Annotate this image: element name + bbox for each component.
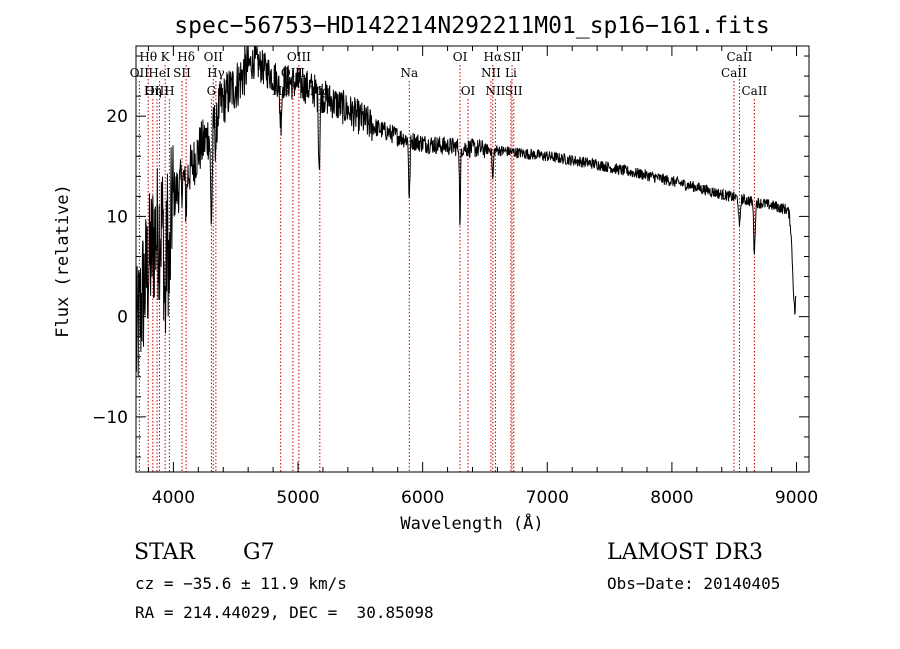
x-tick-label: 9000	[775, 488, 818, 508]
line-marker-label: NII	[481, 66, 501, 80]
x-tick-label: 7000	[526, 488, 569, 508]
x-tick-label: 4000	[152, 488, 195, 508]
line-marker-label: K	[161, 50, 171, 64]
chart-title: spec−56753−HD142214N292211M01_sp16−161.f…	[174, 13, 769, 39]
line-marker-label: SII	[503, 50, 521, 64]
x-tick-label: 8000	[650, 488, 693, 508]
survey-name: LAMOST DR3	[607, 540, 763, 565]
line-marker-label: Hγ	[207, 66, 225, 80]
axes: 4000 5000 6000 7000 8000 9000 −10 0 10 20	[92, 46, 818, 508]
line-marker-label: OIII	[287, 50, 311, 64]
object-class: STAR	[134, 540, 195, 565]
line-marker-label: Na	[400, 66, 418, 80]
line-marker-label: CaII	[741, 84, 767, 98]
obs-date: Obs−Date: 20140405	[607, 574, 781, 593]
line-markers	[138, 65, 755, 472]
line-marker-label: G	[207, 84, 217, 98]
line-marker-label: CaII	[727, 50, 753, 64]
object-subclass: G7	[243, 540, 275, 565]
redshift-info: cz = −35.6 ± 11.9 km/s	[135, 574, 347, 593]
line-marker-label: OII	[204, 50, 224, 64]
line-marker-label: NII	[485, 84, 505, 98]
line-marker-label: OII	[130, 66, 150, 80]
line-marker-label: CaII	[721, 66, 747, 80]
x-tick-label: 5000	[276, 488, 319, 508]
plot-frame	[135, 45, 810, 473]
x-axis-label: Wavelength (Å)	[400, 512, 543, 534]
coordinates: RA = 214.44029, DEC = 30.85098	[135, 603, 434, 622]
line-marker-label: OIII	[145, 84, 169, 98]
line-marker-label: Hη	[144, 84, 162, 98]
line-marker-label: OI	[453, 50, 468, 64]
x-tick-label: 6000	[401, 488, 444, 508]
spectrum-line	[135, 45, 797, 376]
line-marker-label: SII	[173, 66, 191, 80]
y-axis-label: Flux (relative)	[53, 184, 73, 338]
line-marker-label: OI	[461, 84, 476, 98]
y-tick-label: 0	[117, 308, 128, 328]
line-marker-label: H	[164, 84, 174, 98]
line-marker-label: SII	[505, 84, 523, 98]
line-marker-label: Hα	[484, 50, 503, 64]
y-tick-label: 10	[106, 207, 128, 227]
line-marker-label: HeI	[148, 66, 171, 80]
y-tick-label: 20	[106, 107, 128, 127]
line-marker-label: Hθ	[139, 50, 157, 64]
line-marker-label: Li	[505, 66, 517, 80]
y-tick-label: −10	[92, 408, 128, 428]
line-marker-label: Hδ	[177, 50, 195, 64]
